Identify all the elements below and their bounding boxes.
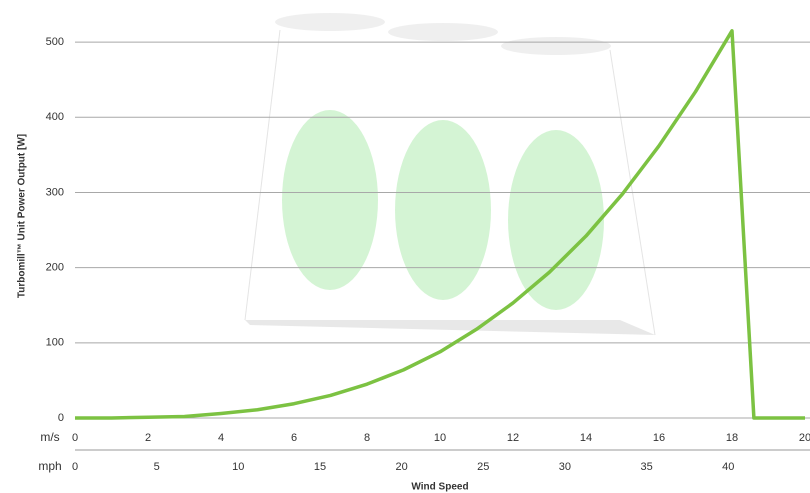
- x-tick-label: 8: [364, 432, 370, 444]
- y-tick-label: 0: [58, 412, 64, 424]
- x-tick-label: 0: [72, 432, 78, 444]
- x-tick-label: 12: [507, 432, 519, 444]
- y-axis-title: Turbomill™ Unit Power Output [W]: [17, 134, 28, 298]
- x-tick-label: 6: [291, 432, 297, 444]
- x-tick-label: 10: [434, 432, 446, 444]
- page: Turbomill™ Unit Power Output [W] m/s mph…: [0, 0, 810, 493]
- x-tick-label: 16: [653, 432, 665, 444]
- y-tick-label: 400: [46, 111, 64, 123]
- y-tick-label: 300: [46, 186, 64, 198]
- x2-tick-label: 5: [154, 461, 160, 473]
- x2-tick-label: 15: [314, 461, 326, 473]
- chart: Turbomill™ Unit Power Output [W] m/s mph…: [0, 0, 810, 493]
- x-axis-title: Wind Speed: [411, 482, 468, 493]
- x-tick-label: 4: [218, 432, 224, 444]
- background-illustration: [245, 13, 655, 335]
- x2-tick-label: 20: [395, 461, 407, 473]
- x2-tick-label: 40: [722, 461, 734, 473]
- x2-tick-label: 30: [559, 461, 571, 473]
- x2-tick-label: 25: [477, 461, 489, 473]
- x2-unit-label: mph: [38, 459, 61, 473]
- x2-tick-label: 35: [640, 461, 652, 473]
- x-tick-label: 18: [726, 432, 738, 444]
- x2-tick-label: 10: [232, 461, 244, 473]
- x-unit-label: m/s: [40, 430, 59, 444]
- y-tick-label: 200: [46, 262, 64, 274]
- y-tick-label: 500: [46, 36, 64, 48]
- y-tick-label: 100: [46, 337, 64, 349]
- x-tick-label: 14: [580, 432, 592, 444]
- x-tick-label: 2: [145, 432, 151, 444]
- x2-tick-label: 0: [72, 461, 78, 473]
- x-tick-label: 20: [799, 432, 810, 444]
